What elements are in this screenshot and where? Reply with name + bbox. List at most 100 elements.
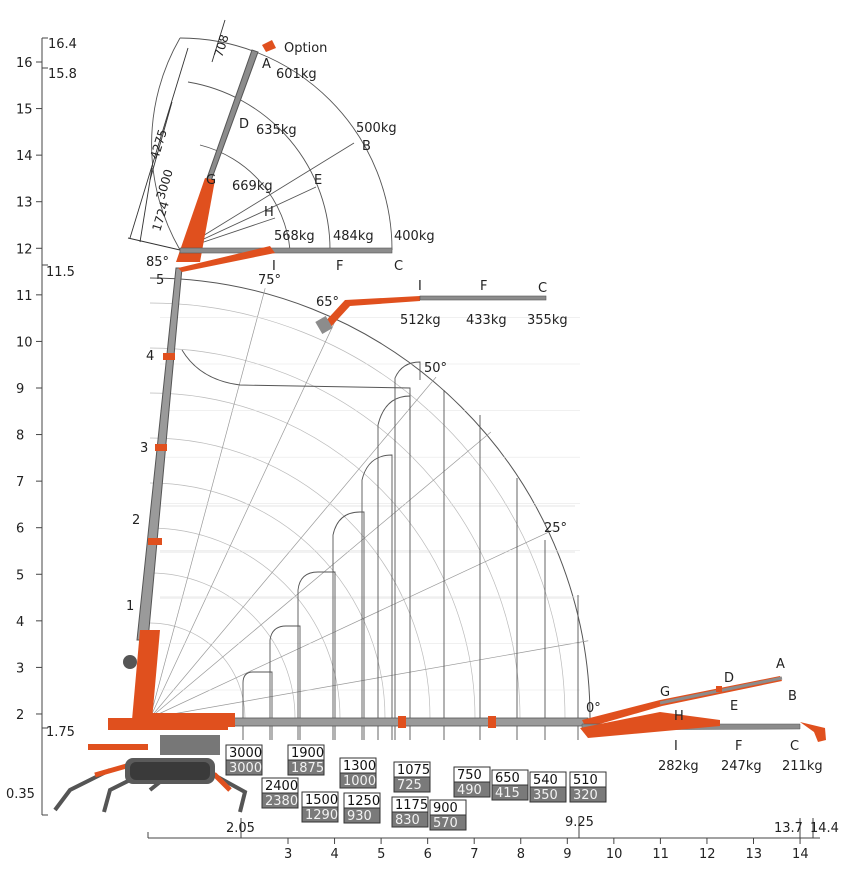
point-c-65: C [538,281,547,296]
load-f-65: 433kg [466,313,507,328]
point-e-0: E [730,699,738,714]
left-label-15-8: 15.8 [48,67,77,82]
angle-85: 85° [146,255,169,270]
left-tick-7: 7 [16,475,24,490]
boom-base [132,630,160,720]
angle-25: 25° [544,521,567,536]
point-h-0: H [674,709,684,724]
option-label: Option [284,41,327,56]
load-d-top: 635kg [256,123,297,138]
reach-arc [149,572,296,719]
bottom-tick-10: 10 [606,847,623,862]
jib-horizontal-top [179,247,393,254]
point-h-top: H [264,205,274,220]
reach-arc [149,347,521,719]
radial-line [149,529,554,719]
load-box-bottom: 490 [457,783,482,798]
bottom-tick-3: 3 [284,847,292,862]
left-tick-16: 16 [16,56,33,71]
left-tick-10: 10 [16,335,33,350]
bottom-tick-13: 13 [746,847,763,862]
left-tick-4: 4 [16,615,24,630]
load-box-top: 900 [433,801,458,816]
reach-envelope [149,277,591,719]
load-box-top: 1250 [347,794,380,809]
bottom-axis: 3 4 5 6 7 8 9 10 11 12 13 14 2.05 9.25 13.7 14.4 [147,815,839,862]
radial-line [149,431,492,719]
dim-708: 708 [211,33,231,59]
load-box-top: 1900 [291,746,324,761]
load-c-65: 355kg [527,313,568,328]
left-tick-3: 3 [16,661,24,676]
load-box-bottom: 830 [395,813,420,828]
radial-line [149,288,266,719]
load-b-top: 500kg [356,121,397,136]
load-box-top: 3000 [229,746,262,761]
bottom-label-14-4: 14.4 [810,821,839,836]
left-tick-5: 5 [16,568,24,583]
bottom-tick-12: 12 [699,847,716,862]
bottom-tick-6: 6 [424,847,432,862]
point-b-top: B [362,139,371,154]
point-b-0: B [788,689,797,704]
point-g-0: G [660,685,670,700]
load-i-0: 282kg [658,759,699,774]
bottom-tick-11: 11 [652,847,669,862]
load-box-bottom: 570 [433,816,458,831]
left-tick-8: 8 [16,429,24,444]
section-5: 5 [156,273,164,288]
point-f-top: F [336,259,343,274]
jib-0-labels: G D A H E B I 282kg F 247kg C 211kg [658,657,823,774]
reach-arc [149,437,431,719]
left-tick-14: 14 [16,149,33,164]
load-box-bottom: 1290 [305,808,338,823]
jib-dimension-lines [127,19,226,251]
angle-0: 0° [586,701,601,716]
point-d-top: D [239,117,249,132]
bottom-label-9-25: 9.25 [565,815,594,830]
point-c-0: C [790,739,799,754]
load-box-bottom: 350 [533,788,558,803]
load-box-bottom: 930 [347,809,372,824]
dim-3000: 3000 [153,168,175,201]
left-tick-2: 2 [16,708,24,723]
dim-4275: 4275 [147,128,169,161]
bottom-tick-7: 7 [470,847,478,862]
load-box-top: 750 [457,768,482,783]
point-g-top: G [206,173,216,188]
radial-line [149,640,589,719]
section-2: 2 [132,513,140,528]
load-g-top: 669kg [232,179,273,194]
reach-arc [149,302,566,719]
left-tick-13: 13 [16,196,33,211]
angle-65: 65° [316,295,339,310]
point-a-0: A [776,657,785,672]
point-i-0: I [674,739,678,754]
point-f-0: F [735,739,742,754]
angle-labels: 85° 75° 65° 50° 25° 0° [146,255,601,716]
load-box-top: 1175 [395,798,428,813]
bottom-label-13-7: 13.7 [774,821,803,836]
angle-50: 50° [424,361,447,376]
load-zone-curves [181,349,579,740]
load-box-bottom: 2380 [265,794,298,809]
left-label-16-4: 16.4 [48,37,77,52]
load-box-bottom: 3000 [229,761,262,776]
left-axis: 16 15 14 13 12 11 10 9 8 7 6 5 4 3 2 16.4 15.8 11.5 1.… [6,37,77,816]
boom-section-numbers: 1 2 3 4 5 [126,273,164,614]
load-c-0: 211kg [782,759,823,774]
load-box-bottom: 1875 [291,761,324,776]
bottom-tick-5: 5 [377,847,385,862]
bottom-tick-4: 4 [331,847,339,862]
